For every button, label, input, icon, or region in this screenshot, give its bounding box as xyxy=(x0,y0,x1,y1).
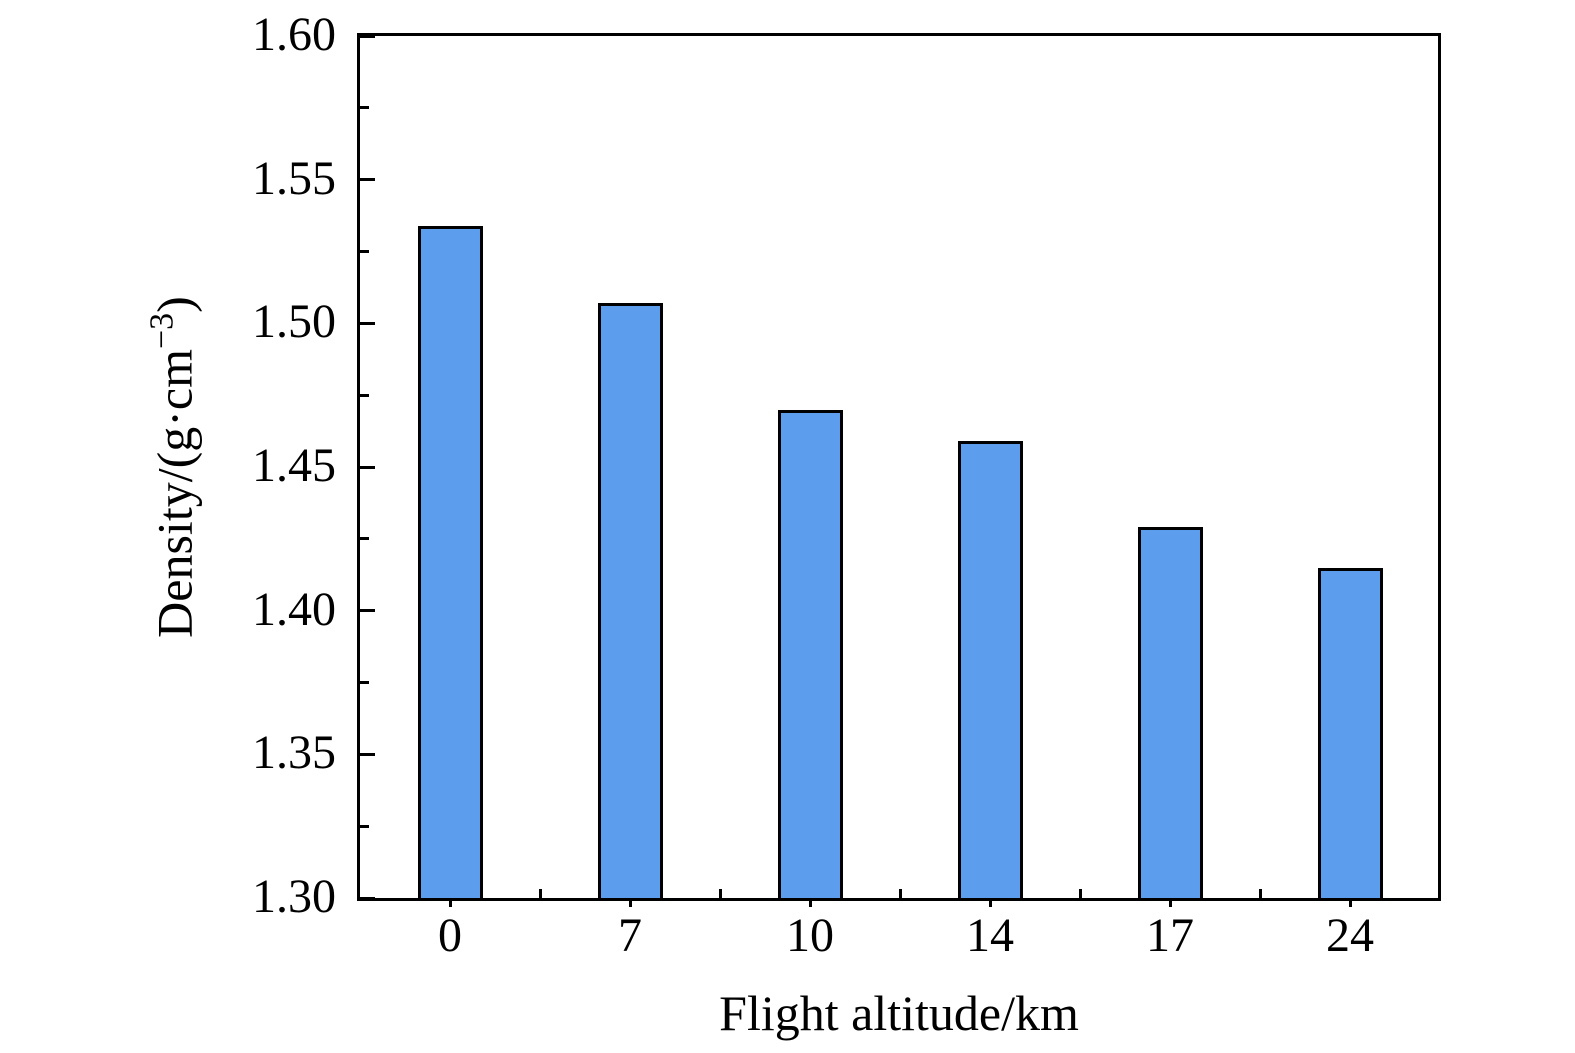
y-axis-minor-tick xyxy=(360,106,369,110)
x-axis-major-tick xyxy=(808,901,812,907)
y-tick-label: 1.60 xyxy=(252,8,336,62)
bar-0km xyxy=(417,225,483,898)
y-axis-major-tick xyxy=(360,321,375,325)
x-axis-major-tick xyxy=(1348,901,1352,907)
x-tick-label: 17 xyxy=(1146,909,1194,962)
bar-17km xyxy=(1137,527,1203,898)
y-tick-label: 1.45 xyxy=(252,439,336,493)
y-axis-major-tick xyxy=(360,609,375,613)
y-tick-label: 1.35 xyxy=(252,726,336,780)
x-tick-label: 0 xyxy=(438,909,462,962)
x-axis-minor-tick xyxy=(1258,889,1262,898)
y-axis-major-tick xyxy=(360,178,375,182)
y-tick-label: 1.30 xyxy=(252,870,336,924)
x-axis-major-tick xyxy=(448,901,452,907)
bar-14km xyxy=(957,441,1023,898)
x-axis-minor-tick xyxy=(538,889,542,898)
y-axis-minor-tick xyxy=(360,824,369,828)
x-tick-label: 10 xyxy=(786,909,834,962)
x-tick-label: 24 xyxy=(1326,909,1374,962)
y-axis-major-tick xyxy=(360,896,375,900)
x-axis-minor-tick xyxy=(718,889,722,898)
x-axis-label: Flight altitude/km xyxy=(719,985,1079,1041)
y-axis-minor-tick xyxy=(360,250,369,253)
x-axis-major-tick xyxy=(628,901,632,907)
y-axis-minor-tick xyxy=(360,393,369,397)
y-axis-major-tick xyxy=(360,34,375,38)
y-tick-label: 1.55 xyxy=(252,151,336,205)
x-axis-minor-tick xyxy=(898,889,902,898)
x-tick-label: 14 xyxy=(966,909,1014,962)
y-axis-minor-tick xyxy=(360,537,369,541)
bar-10km xyxy=(777,409,843,898)
y-tick-label: 1.40 xyxy=(252,582,336,636)
plot-area xyxy=(357,33,1441,901)
x-tick-label: 7 xyxy=(618,909,642,962)
x-axis-major-tick xyxy=(988,901,992,907)
y-axis-major-tick xyxy=(360,465,375,469)
y-tick-label: 1.50 xyxy=(252,295,336,349)
bar-24km xyxy=(1317,567,1383,898)
y-axis-major-tick xyxy=(360,752,375,756)
bar-7km xyxy=(597,303,663,898)
y-axis-minor-tick xyxy=(360,681,369,684)
x-axis-minor-tick xyxy=(1078,889,1082,898)
x-axis-major-tick xyxy=(1168,901,1172,907)
